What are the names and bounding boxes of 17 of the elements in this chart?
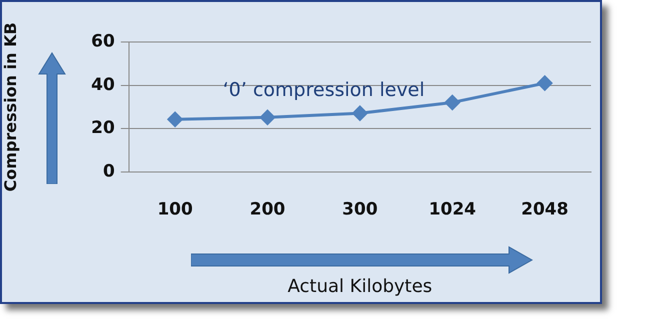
x-tick-label: 100 bbox=[157, 200, 193, 220]
y-axis-title: Compression in KB bbox=[0, 22, 20, 192]
point bbox=[352, 106, 368, 121]
y-tick-label: 20 bbox=[91, 118, 116, 138]
x-tick-label: 300 bbox=[342, 200, 378, 220]
x-axis-title: Actual Kilobytes bbox=[288, 276, 432, 297]
x-tick-label: 2048 bbox=[521, 200, 568, 220]
y-tick-label: 0 bbox=[103, 161, 116, 182]
y-tick-label: 60 bbox=[91, 31, 116, 52]
x-tick-label: 1024 bbox=[428, 200, 476, 220]
point bbox=[537, 76, 552, 91]
x-tick-label: 200 bbox=[250, 200, 286, 220]
y-tick-label: 40 bbox=[91, 74, 116, 95]
point bbox=[168, 112, 183, 127]
point bbox=[260, 110, 275, 125]
series-label: ‘0’ compression level bbox=[222, 79, 425, 102]
point bbox=[444, 94, 460, 110]
